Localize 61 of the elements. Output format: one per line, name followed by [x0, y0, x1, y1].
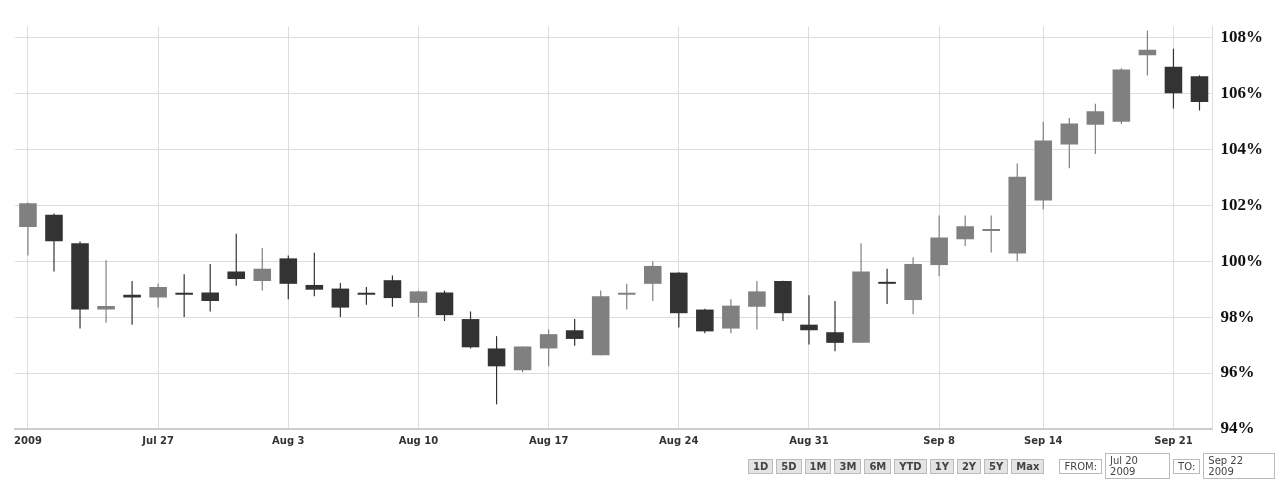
candlestick — [305, 252, 324, 297]
text: Sep 22 2009 — [1203, 453, 1275, 479]
candlestick — [565, 318, 584, 347]
candlestick — [201, 263, 219, 313]
x-tick-label: Jul 27 — [141, 434, 174, 446]
candlestick — [1060, 117, 1079, 169]
text: Jul 20 2009 — [1105, 453, 1171, 479]
x-tick-label: Aug 31 — [789, 434, 829, 446]
x-tick-label: Aug 3 — [272, 434, 305, 446]
text: Max — [1011, 458, 1045, 474]
candlestick — [19, 201, 37, 257]
text: YTD — [894, 458, 927, 474]
candlestick — [383, 274, 402, 308]
candlestick — [617, 283, 636, 311]
text: 1Y — [929, 458, 954, 474]
candlestick — [722, 298, 740, 334]
candlestick — [800, 294, 818, 346]
text: 5Y — [984, 458, 1009, 474]
y-tick-label: 100% — [1220, 250, 1263, 270]
y-tick-label: 108% — [1220, 26, 1263, 46]
candlestick — [878, 268, 896, 305]
y-tick-label: 98% — [1220, 306, 1255, 326]
candlestick — [253, 247, 272, 292]
x-tick-label: Sep 21 — [1154, 434, 1193, 446]
x-tick-label: Aug 10 — [398, 434, 439, 446]
text: 1D — [748, 458, 774, 474]
text: 1M — [804, 458, 832, 474]
candlestick — [227, 233, 246, 287]
candlestick — [539, 328, 558, 367]
candlestick — [435, 289, 454, 322]
candlestick — [149, 283, 167, 309]
candlestick — [409, 289, 428, 318]
candlestick — [643, 260, 662, 302]
text: 5D — [776, 458, 802, 474]
text: 3M — [834, 458, 862, 474]
x-tick-label: Sep 8 — [923, 434, 955, 446]
candlestick — [331, 282, 350, 318]
x-tick-label: 2009 — [14, 434, 42, 446]
text: 2Y — [956, 458, 982, 474]
y-tick-label: 96% — [1220, 362, 1255, 382]
x-tick-label: Aug 24 — [659, 434, 699, 446]
text: TO: — [1173, 458, 1201, 474]
candlestick — [982, 214, 1000, 254]
candlestick — [175, 273, 193, 318]
candlestick — [487, 335, 506, 405]
y-tick-label: 102% — [1220, 194, 1263, 214]
candlestick — [97, 259, 115, 324]
candlestick — [123, 280, 141, 326]
text: 6M — [864, 458, 892, 474]
candlestick — [1086, 103, 1105, 155]
y-tick-label: 94% — [1220, 418, 1255, 438]
candlestick — [696, 308, 714, 334]
x-tick-label: Sep 14 — [1024, 434, 1063, 446]
candlestick — [956, 214, 974, 247]
text: FROM: — [1059, 458, 1103, 474]
y-tick-label: 106% — [1220, 82, 1263, 102]
candlestick — [748, 280, 766, 331]
x-tick-label: Aug 17 — [528, 434, 569, 446]
candlestick — [826, 300, 844, 352]
y-tick-label: 104% — [1220, 138, 1263, 158]
candlestick — [513, 345, 532, 373]
